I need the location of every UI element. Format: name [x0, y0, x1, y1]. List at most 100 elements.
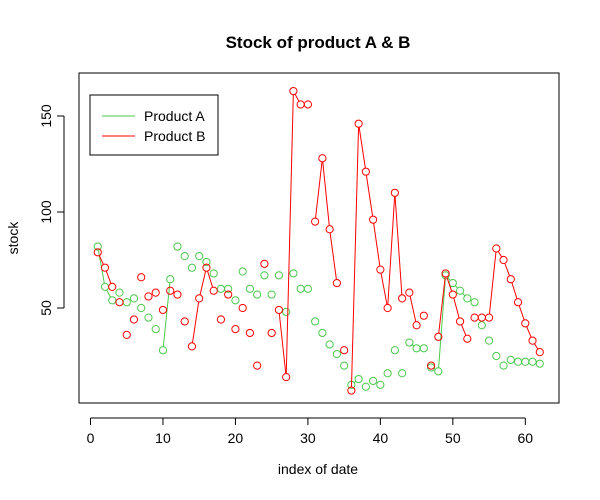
- data-point: [289, 269, 298, 278]
- data-point: [115, 298, 124, 307]
- data-point: [180, 252, 189, 261]
- legend-label-product-a: Product A: [144, 108, 205, 124]
- x-axis: 0 10 20 30 40 50 60: [87, 417, 534, 446]
- data-point: [455, 286, 465, 295]
- series-line-segment: [511, 282, 518, 299]
- data-point: [463, 334, 472, 343]
- data-point: [528, 357, 537, 366]
- data-point: [535, 359, 544, 368]
- data-point: [100, 282, 110, 291]
- x-tick-label: 30: [300, 430, 316, 446]
- data-point: [521, 319, 530, 328]
- data-point: [245, 328, 255, 338]
- data-point: [115, 288, 124, 297]
- data-point: [267, 328, 276, 338]
- data-point: [274, 271, 284, 280]
- data-point: [383, 303, 392, 313]
- series-line-segment: [285, 94, 294, 374]
- series-line-segment: [350, 127, 360, 387]
- data-point: [173, 290, 182, 299]
- data-point: [477, 321, 486, 330]
- x-tick-label: 60: [518, 430, 534, 446]
- data-point: [390, 346, 399, 355]
- data-point: [122, 330, 131, 339]
- data-point: [100, 263, 110, 272]
- data-point: [137, 273, 146, 282]
- data-point: [303, 284, 312, 293]
- data-point: [289, 86, 298, 96]
- data-point: [528, 336, 537, 345]
- data-point: [180, 317, 189, 326]
- series-line-segment: [322, 161, 330, 226]
- data-point: [426, 361, 436, 370]
- data-point: [398, 369, 407, 378]
- data-point: [390, 188, 399, 197]
- data-point: [434, 332, 443, 341]
- data-point: [122, 298, 131, 307]
- x-tick-label: 0: [87, 430, 95, 446]
- series-line-segment: [504, 263, 511, 277]
- data-point: [354, 374, 363, 384]
- series-line-segment: [315, 161, 323, 219]
- plot-frame: [78, 72, 560, 404]
- data-point: [455, 317, 465, 326]
- series-line-segment: [98, 255, 104, 265]
- data-point: [202, 263, 211, 272]
- series-line-segment: [329, 232, 337, 280]
- data-point: [245, 284, 255, 293]
- data-point: [296, 100, 305, 109]
- data-point: [318, 328, 327, 338]
- data-point: [274, 305, 284, 315]
- data-point: [376, 265, 385, 274]
- data-point: [318, 154, 327, 163]
- series-line-segment: [518, 305, 525, 321]
- data-point: [398, 294, 407, 303]
- data-point: [158, 346, 168, 355]
- data-point: [412, 321, 421, 330]
- data-point: [484, 336, 494, 345]
- data-point: [441, 269, 450, 278]
- data-point: [506, 355, 515, 364]
- data-point: [209, 269, 218, 278]
- series-line-segment: [461, 324, 467, 336]
- series-layer: [93, 86, 544, 395]
- data-point: [521, 357, 530, 366]
- data-point: [463, 294, 472, 303]
- data-point: [166, 275, 175, 284]
- data-point: [282, 307, 291, 316]
- data-point: [340, 346, 349, 355]
- series-line-segment: [162, 282, 171, 347]
- data-point: [166, 286, 175, 295]
- data-point: [311, 317, 320, 326]
- data-point: [260, 271, 269, 280]
- data-point: [129, 315, 139, 324]
- data-point: [253, 290, 262, 299]
- data-point: [412, 344, 421, 353]
- series-line-segment: [462, 292, 466, 297]
- data-point: [499, 255, 508, 265]
- data-point: [405, 338, 414, 347]
- series-line-segment: [207, 270, 214, 288]
- data-point: [108, 296, 117, 305]
- data-point: [231, 296, 240, 305]
- data-point: [129, 294, 139, 303]
- data-point: [535, 348, 544, 357]
- data-point: [492, 351, 501, 361]
- data-point: [187, 342, 197, 351]
- data-point: [282, 373, 291, 382]
- data-point: [224, 284, 233, 293]
- data-point: [405, 288, 414, 297]
- series-line-segment: [105, 270, 112, 284]
- data-point: [332, 278, 341, 288]
- data-point: [303, 100, 312, 109]
- data-point: [173, 242, 182, 251]
- x-tick-label: 40: [373, 430, 389, 446]
- series-line-segment: [106, 289, 111, 298]
- data-point: [195, 294, 204, 303]
- legend: Product A Product B: [89, 94, 219, 156]
- data-point: [224, 290, 233, 299]
- data-point: [513, 357, 523, 366]
- chart-title: Stock of product A & B: [226, 33, 411, 52]
- legend-label-product-b: Product B: [144, 128, 205, 144]
- data-point: [216, 315, 226, 324]
